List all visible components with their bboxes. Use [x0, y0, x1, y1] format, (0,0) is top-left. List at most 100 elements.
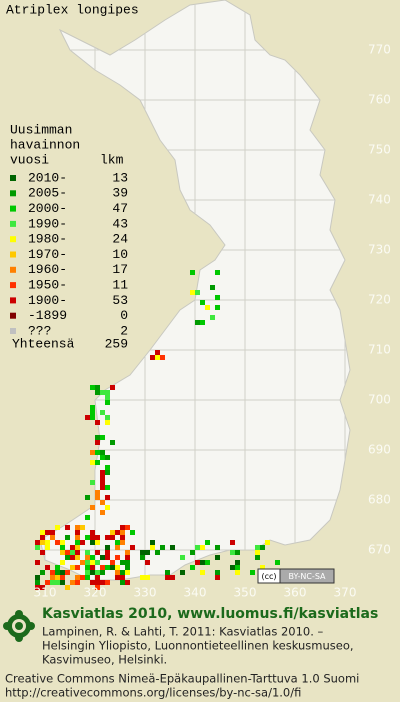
observation-cell [105, 580, 110, 585]
observation-cell [95, 550, 100, 555]
observation-cell [235, 565, 240, 570]
observation-cell [60, 545, 65, 550]
observation-cell [105, 470, 110, 475]
observation-cell [60, 575, 65, 580]
observation-cell [40, 540, 45, 545]
observation-cell [190, 270, 195, 275]
observation-cell [55, 575, 60, 580]
observation-cell [100, 570, 105, 575]
observation-cell [50, 570, 55, 575]
license-badge: (cc) BY-NC-SA [257, 568, 335, 584]
title: Atriplex longipes [6, 2, 139, 17]
observation-cell [100, 510, 105, 515]
observation-cell [115, 565, 120, 570]
observation-cell [100, 485, 105, 490]
observation-cell [70, 555, 75, 560]
legend-total: 259 [105, 336, 128, 351]
observation-cell [75, 565, 80, 570]
observation-cell [105, 465, 110, 470]
observation-cell [55, 570, 60, 575]
y-grid-label: 720 [368, 293, 391, 307]
observation-cell [70, 550, 75, 555]
citation-line: Helsingin Yliopisto, Luonnontieteellinen… [42, 639, 354, 653]
observation-cell [100, 410, 105, 415]
observation-cell [105, 455, 110, 460]
observation-cell [45, 530, 50, 535]
observation-cell [125, 580, 130, 585]
observation-cell [60, 540, 65, 545]
legend: Uusimman havainnon vuosi lkm 2010- 13 2005… [10, 122, 128, 351]
observation-cell [85, 415, 90, 420]
observation-cell [215, 555, 220, 560]
observation-cell [140, 575, 145, 580]
observation-cell [275, 560, 280, 565]
y-grid-label: 700 [368, 393, 391, 407]
legend-period: 2010- [28, 170, 67, 185]
observation-cell [100, 470, 105, 475]
observation-cell [65, 585, 70, 590]
legend-swatch [10, 328, 16, 334]
observation-cell [145, 575, 150, 580]
legend-count: 0 [120, 308, 128, 323]
observation-cell [115, 540, 120, 545]
observation-cell [125, 525, 130, 530]
legend-period: 1960- [28, 262, 67, 277]
observation-cell [65, 570, 70, 575]
observation-cell [255, 555, 260, 560]
observation-cell [200, 300, 205, 305]
observation-cell [170, 575, 175, 580]
observation-cell [90, 560, 95, 565]
observation-cell [95, 495, 100, 500]
observation-cell [110, 560, 115, 565]
legend-count: 2 [120, 323, 128, 338]
observation-cell [50, 580, 55, 585]
observation-cell [70, 580, 75, 585]
x-grid-label: 340 [184, 586, 207, 600]
license-line: Creative Commons Nimeä-Epäkaupallinen-Ta… [5, 672, 359, 686]
observation-cell [105, 550, 110, 555]
y-grid-label: 670 [368, 543, 391, 557]
y-grid-label: 750 [368, 143, 391, 157]
observation-cell [65, 550, 70, 555]
observation-cell [60, 570, 65, 575]
footer-headline: Kasviatlas 2010, www.luomus.fi/kasviatla… [42, 606, 378, 622]
legend-swatch [10, 175, 16, 181]
observation-cell [100, 450, 105, 455]
legend-count: 39 [112, 186, 128, 201]
observation-cell [90, 555, 95, 560]
observation-cell [160, 545, 165, 550]
legend-period: 2005- [28, 186, 67, 201]
citation-line: Lampinen, R. & Lahti, T. 2011: Kasviatla… [42, 625, 324, 639]
observation-cell [75, 540, 80, 545]
observation-cell [75, 535, 80, 540]
observation-cell [105, 395, 110, 400]
grid-labels: 770 760 750 740 730 720 710 700 690 680 670 310 320 3… [34, 43, 391, 600]
observation-cell [205, 560, 210, 565]
observation-cell [215, 305, 220, 310]
observation-cell [115, 530, 120, 535]
legend-period: -1899 [28, 308, 67, 323]
legend-count: 17 [112, 262, 128, 277]
observation-cell [45, 545, 50, 550]
x-grid-label: 360 [284, 586, 307, 600]
observation-cell [180, 555, 185, 560]
observation-cell [105, 415, 110, 420]
legend-header: Uusimman [10, 122, 72, 137]
observation-cell [125, 565, 130, 570]
observation-cell [120, 535, 125, 540]
observation-cell [130, 530, 135, 535]
observation-cell [190, 550, 195, 555]
observation-cell [90, 530, 95, 535]
observation-cell [125, 560, 130, 565]
observation-cell [45, 540, 50, 545]
observation-cell [100, 555, 105, 560]
observation-cell [260, 565, 265, 570]
observation-cell [260, 545, 265, 550]
observation-cell [215, 575, 220, 580]
observation-cell [150, 545, 155, 550]
y-grid-label: 710 [368, 343, 391, 357]
observation-cell [230, 540, 235, 545]
observation-cell [120, 580, 125, 585]
observation-cell [215, 570, 220, 575]
